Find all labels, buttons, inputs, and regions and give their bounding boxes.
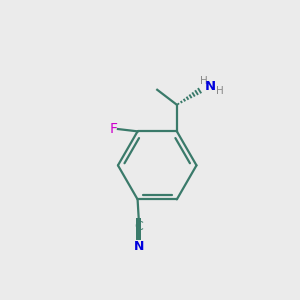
- Text: C: C: [134, 220, 143, 233]
- Text: N: N: [205, 80, 216, 94]
- Text: H: H: [200, 76, 207, 86]
- Text: N: N: [134, 240, 144, 253]
- Text: H: H: [216, 86, 224, 96]
- Text: F: F: [110, 122, 118, 136]
